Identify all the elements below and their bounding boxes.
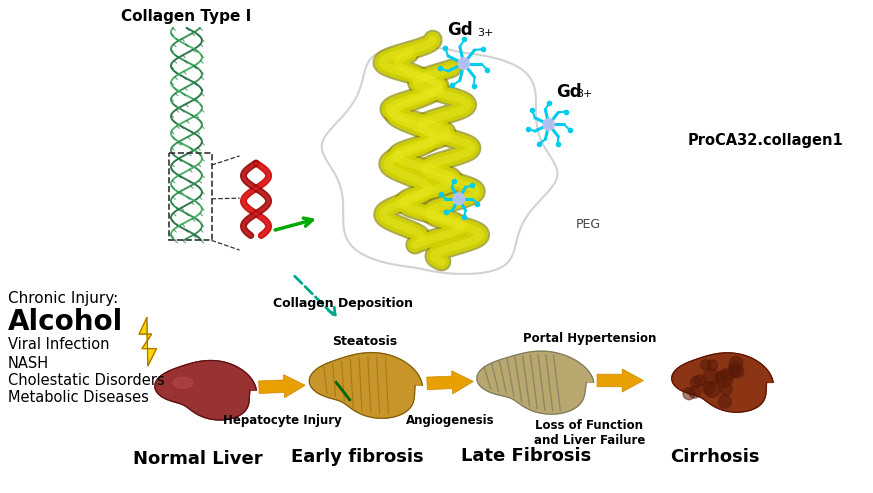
Circle shape [691,376,702,387]
Circle shape [718,395,732,408]
Text: ProCA32.collagen1: ProCA32.collagen1 [688,134,843,148]
Circle shape [453,193,464,205]
Text: Late Fibrosis: Late Fibrosis [462,447,592,465]
Text: Viral Infection: Viral Infection [8,337,109,352]
Text: Gd: Gd [447,22,472,39]
Text: 3+: 3+ [576,89,592,100]
Text: Alcohol: Alcohol [8,308,123,336]
Text: Cirrhosis: Cirrhosis [670,448,760,466]
Circle shape [705,382,720,397]
Polygon shape [671,353,773,412]
Text: Portal Hypertension: Portal Hypertension [523,332,656,345]
Circle shape [689,386,701,398]
Text: Angiogenesis: Angiogenesis [406,414,494,427]
Circle shape [694,375,705,386]
Text: PEG: PEG [576,218,601,231]
Polygon shape [477,351,594,414]
Bar [169,153,211,241]
Text: 3+: 3+ [478,28,493,37]
Text: Metabolic Diseases: Metabolic Diseases [8,390,148,405]
Circle shape [729,365,741,377]
Text: Collagen Type I: Collagen Type I [121,9,251,24]
Circle shape [704,369,719,385]
Polygon shape [155,360,257,420]
Text: Hepatocyte Injury: Hepatocyte Injury [223,414,341,427]
Text: Early fibrosis: Early fibrosis [291,448,423,466]
Circle shape [702,382,715,394]
Polygon shape [173,377,193,388]
Circle shape [720,368,734,382]
Circle shape [731,365,744,378]
Text: Collagen Deposition: Collagen Deposition [273,297,413,310]
Polygon shape [139,317,156,366]
Text: Loss of Function
and Liver Failure: Loss of Function and Liver Failure [533,419,645,447]
Text: Chronic Injury:: Chronic Injury: [8,291,118,306]
Circle shape [683,387,695,400]
Circle shape [715,371,727,383]
Text: Gd: Gd [556,83,582,101]
Circle shape [543,119,554,130]
Text: Normal Liver: Normal Liver [134,450,263,468]
Text: Steatosis: Steatosis [333,335,398,348]
Circle shape [730,356,743,370]
Polygon shape [427,371,473,394]
Circle shape [716,371,732,387]
Polygon shape [155,360,257,420]
Text: Cholestatic Disorders: Cholestatic Disorders [8,373,164,388]
Circle shape [700,359,711,370]
Text: NASH: NASH [8,356,49,371]
Circle shape [707,360,718,370]
Circle shape [729,361,741,374]
Polygon shape [258,375,306,398]
Polygon shape [597,369,643,392]
Circle shape [720,383,732,395]
Circle shape [458,58,470,70]
Polygon shape [309,352,423,418]
